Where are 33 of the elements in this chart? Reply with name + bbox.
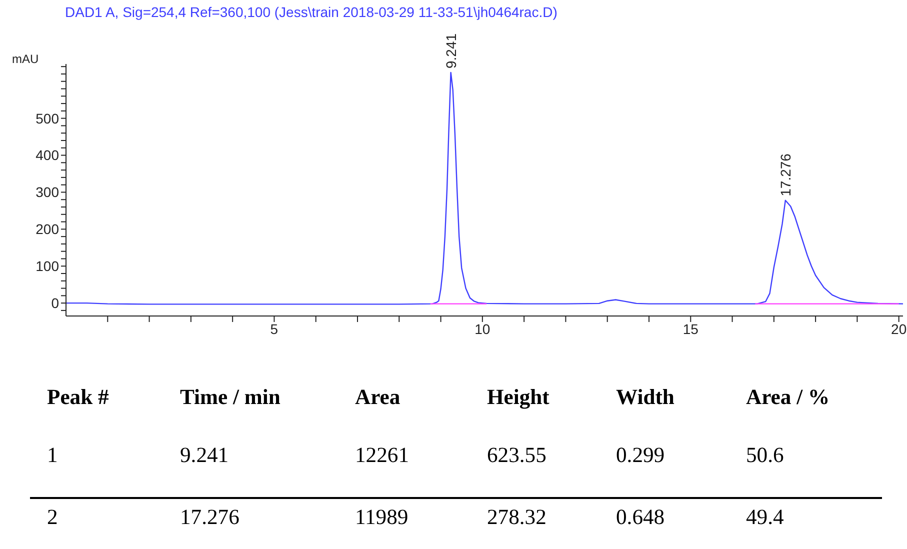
text: 50.6 (746, 443, 784, 468)
annotation: 9.241 (442, 33, 459, 68)
text: 9.241 (180, 443, 229, 468)
text: 0.648 (616, 505, 665, 530)
y-tick-label: 0 (51, 295, 60, 312)
text: Time / min (180, 385, 280, 410)
line-series (66, 72, 903, 305)
text: Area / % (746, 385, 830, 410)
annotation: 17.276 (777, 153, 794, 196)
text: 623.55 (487, 443, 546, 468)
x-tick-label: 15 (682, 320, 699, 337)
y-tick-label: 100 (36, 258, 60, 274)
text: Height (487, 385, 550, 410)
y-tick-label: 500 (36, 110, 60, 126)
text: 278.32 (487, 505, 546, 530)
text: 12261 (355, 443, 409, 468)
text: 1 (47, 443, 58, 468)
y-tick-label: 400 (36, 147, 60, 164)
chart-title: DAD1 A, Sig=254,4 Ref=360,100 (Jess\train 2018-03-29 11-33-51\jh0464rac.D) (65, 4, 558, 20)
y-tick-label: 200 (36, 221, 60, 238)
x-tick-label: 10 (474, 320, 490, 337)
text: Peak # (47, 385, 109, 410)
text: Area (355, 385, 400, 410)
y-tick-label: 300 (36, 184, 60, 200)
x-tick-label: 20 (891, 320, 907, 337)
text: Width (616, 385, 674, 410)
text: 17.276 (180, 505, 240, 530)
x-tick-label: 5 (270, 320, 278, 337)
text: 2 (47, 505, 58, 530)
text: 49.4 (746, 505, 784, 530)
text: 11989 (355, 505, 408, 530)
y-axis-title: mAU (12, 52, 39, 66)
text: 0.299 (616, 443, 665, 468)
